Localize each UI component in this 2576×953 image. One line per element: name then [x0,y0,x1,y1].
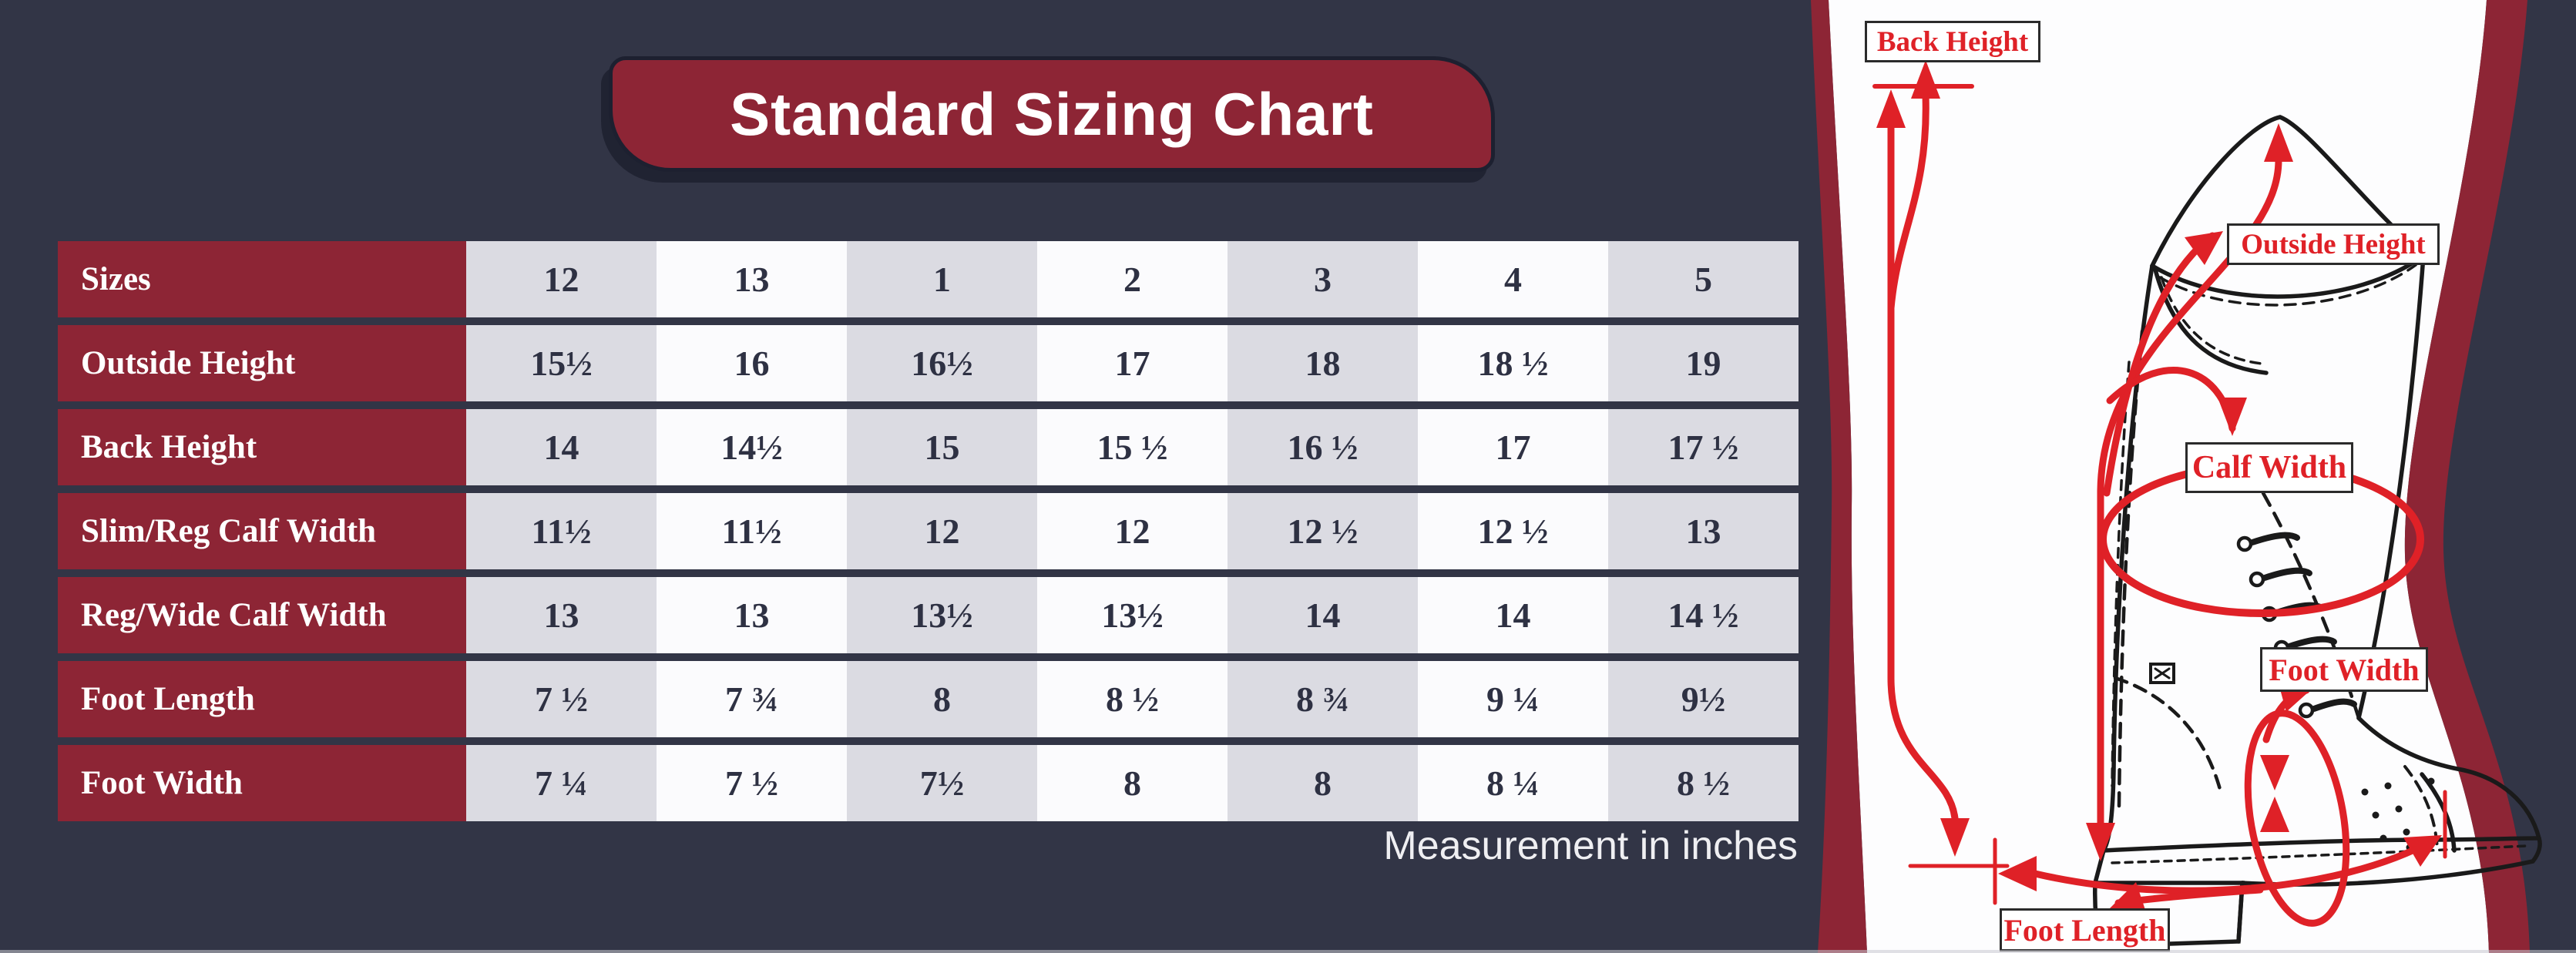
table-row: Back Height 14 14½ 15 15 ½ 16 ½ 17 17 ½ [58,409,1799,485]
table-row: Foot Width 7 ¼ 7 ½ 7½ 8 8 8 ¼ 8 ½ [58,745,1799,821]
value-cell: 15 ½ [1037,409,1228,485]
value-cell: 13 [657,577,847,653]
value-cell: 8 ½ [1608,745,1798,821]
value-cell: 7 ¾ [657,661,847,737]
value-cell: 13½ [1037,577,1228,653]
value-cell: 12 ½ [1418,493,1608,569]
value-cell: 18 [1228,325,1418,401]
back-height-up-arrowhead [1876,89,1906,128]
value-cell: 16 [657,325,847,401]
value-cell: 7 ¼ [466,745,657,821]
size-cell: 1 [847,241,1037,317]
row-header-back-height: Back Height [58,409,466,485]
row-header-slim-reg-calf-width: Slim/Reg Calf Width [58,493,466,569]
foot-width-down-arrowhead [2260,755,2289,790]
sizing-table: Sizes 12 13 1 2 3 4 5 Outside Height 15½… [58,241,1799,829]
value-cell: 9 ¼ [1418,661,1608,737]
outside-height-line [2097,156,2282,827]
value-cell: 12 [1037,493,1228,569]
boot-measurement-diagram [1767,0,2576,953]
row-header-foot-length: Foot Length [58,661,466,737]
value-cell: 16½ [847,325,1037,401]
table-row: Sizes 12 13 1 2 3 4 5 [58,241,1799,317]
value-cell: 17 ½ [1608,409,1798,485]
row-header-foot-width: Foot Width [58,745,466,821]
value-cell: 13 [1608,493,1798,569]
value-cell: 8 [1228,745,1418,821]
value-cell: 14 [1418,577,1608,653]
value-cell: 16 ½ [1228,409,1418,485]
value-cell: 9½ [1608,661,1798,737]
row-header-outside-height: Outside Height [58,325,466,401]
value-cell: 13½ [847,577,1037,653]
measurement-unit-note: Measurement in inches [1383,824,1798,868]
outside-height-down-arrowhead [2086,823,2115,861]
foot-length-right-arrowhead [2403,835,2442,867]
foot-width-up-arrowhead [2260,797,2289,832]
value-cell: 7 ½ [657,745,847,821]
row-header-reg-wide-calf-width: Reg/Wide Calf Width [58,577,466,653]
outside-height-up-arrowhead [2264,123,2293,162]
back-height-down-arrowhead [1940,818,1970,857]
outside-height-label-arrowhead [2185,231,2223,265]
value-cell: 17 [1037,325,1228,401]
foot-length-left-arrowhead [1998,856,2037,891]
page-title: Standard Sizing Chart [730,79,1374,148]
size-cell: 5 [1608,241,1798,317]
value-cell: 8 ¾ [1228,661,1418,737]
diagram-label-foot-width: Foot Width [2260,647,2428,692]
value-cell: 13 [466,577,657,653]
value-cell: 7½ [847,745,1037,821]
value-cell: 8 [847,661,1037,737]
value-cell: 8 ½ [1037,661,1228,737]
row-header-sizes: Sizes [58,241,466,317]
size-cell: 12 [466,241,657,317]
value-cell: 12 ½ [1228,493,1418,569]
value-cell: 12 [847,493,1037,569]
foot-length-label-arrowhead [2109,882,2147,914]
diagram-label-foot-length: Foot Length [2000,908,2170,951]
value-cell: 15½ [466,325,657,401]
value-cell: 14 [466,409,657,485]
back-height-label-arrowhead [1911,60,1940,99]
arrowheads [1876,60,2442,914]
outside-height-label-arrow [2103,232,2216,497]
back-height-line [1887,122,1959,822]
size-cell: 13 [657,241,847,317]
value-cell: 11½ [657,493,847,569]
size-cell: 4 [1418,241,1608,317]
calf-width-label-arrowhead [2218,398,2247,436]
boot-illustration [2092,115,2542,948]
value-cell: 11½ [466,493,657,569]
boot-diagram-canvas [1811,0,2542,953]
value-cell: 19 [1608,325,1798,401]
diagram-label-outside-height: Outside Height [2227,223,2440,265]
table-row: Slim/Reg Calf Width 11½ 11½ 12 12 12 ½ 1… [58,493,1799,569]
value-cell: 14 ½ [1608,577,1798,653]
value-cell: 14 [1228,577,1418,653]
table-row: Outside Height 15½ 16 16½ 17 18 18 ½ 19 [58,325,1799,401]
table-row: Foot Length 7 ½ 7 ¾ 8 8 ½ 8 ¾ 9 ¼ 9½ [58,661,1799,737]
value-cell: 8 [1037,745,1228,821]
size-cell: 2 [1037,241,1228,317]
value-cell: 8 ¼ [1418,745,1608,821]
value-cell: 17 [1418,409,1608,485]
diagram-label-calf-width: Calf Width [2185,442,2353,493]
right-red-band [2404,0,2530,953]
value-cell: 18 ½ [1418,325,1608,401]
back-height-label-arrow-stem [1887,92,1929,312]
size-cell: 3 [1228,241,1418,317]
bottom-edge-line [0,950,2576,953]
title-banner: Standard Sizing Chart [609,56,1495,172]
left-red-band [1811,0,1867,953]
diagram-label-back-height: Back Height [1865,21,2040,62]
value-cell: 15 [847,409,1037,485]
value-cell: 14½ [657,409,847,485]
table-row: Reg/Wide Calf Width 13 13 13½ 13½ 14 14 … [58,577,1799,653]
value-cell: 7 ½ [466,661,657,737]
